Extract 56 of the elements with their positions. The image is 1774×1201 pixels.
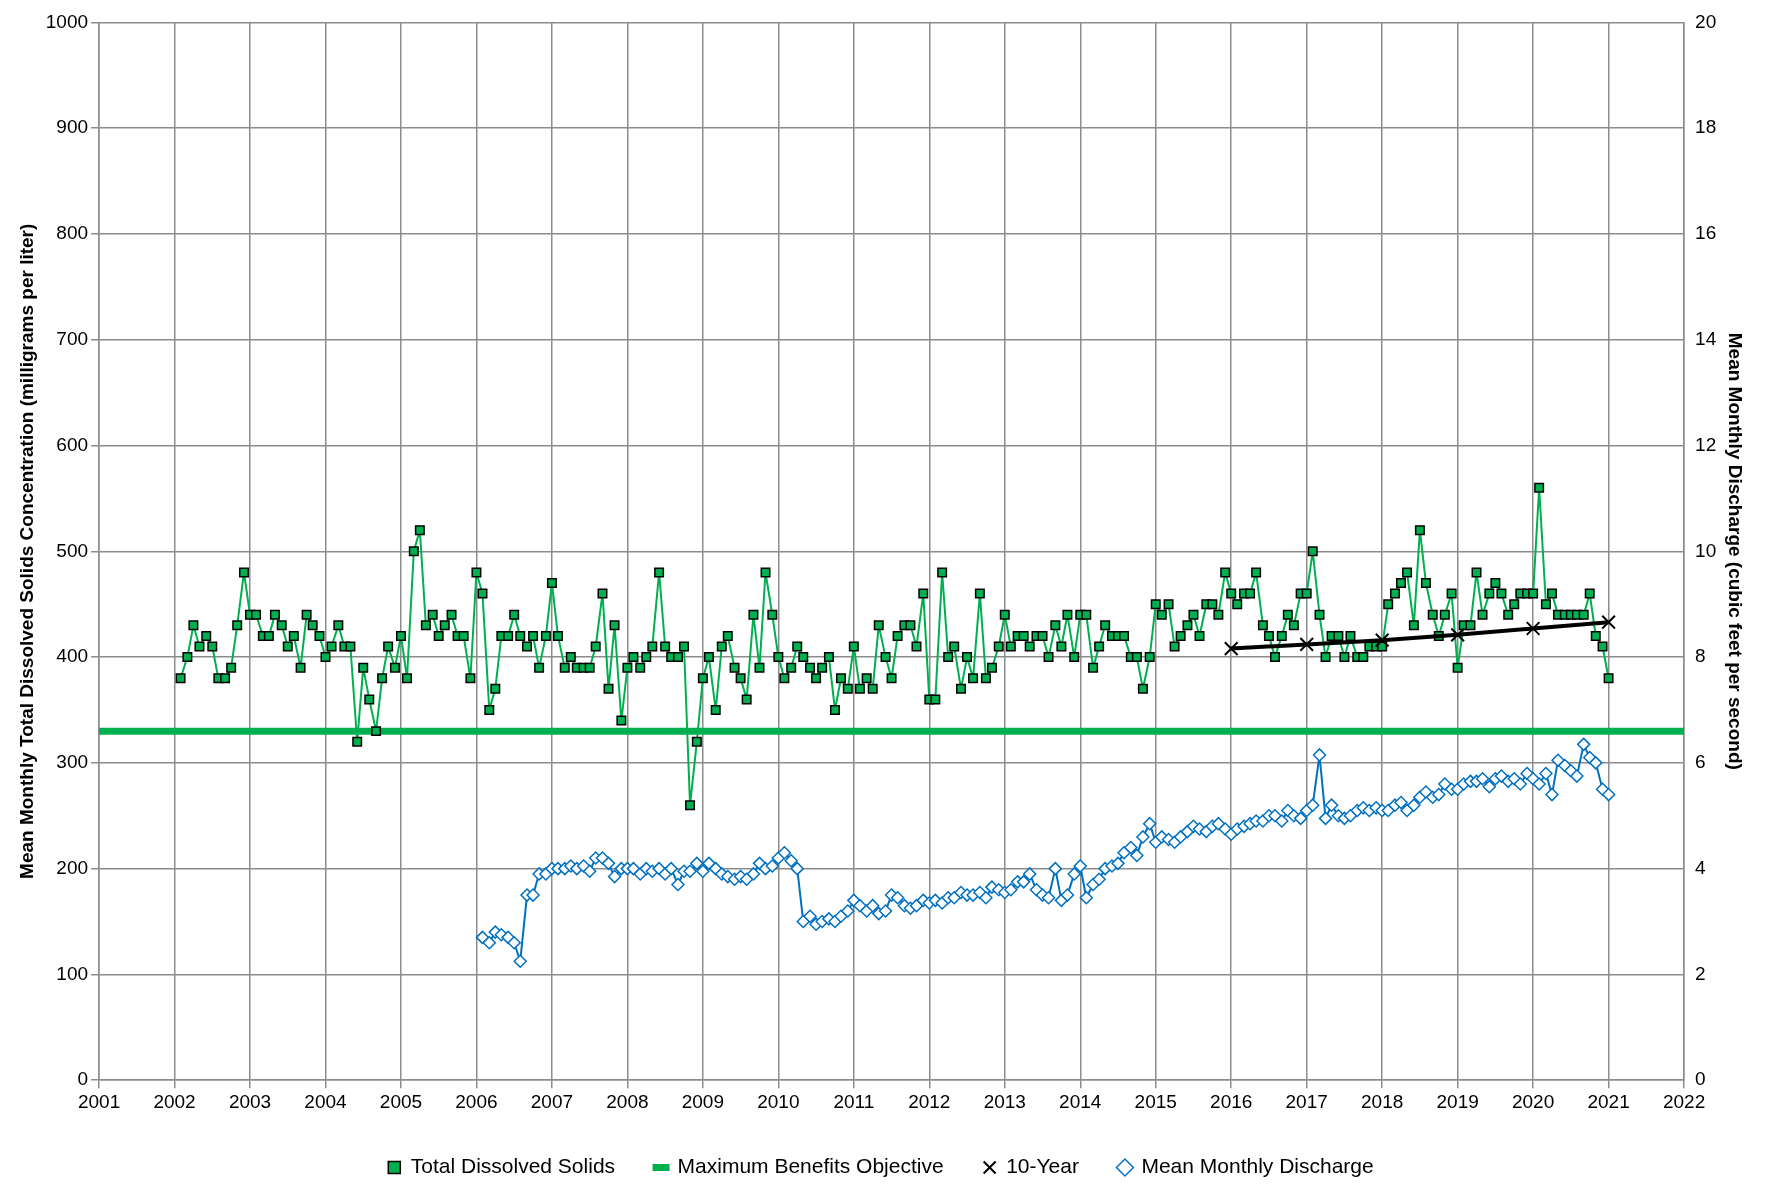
legend-label: Total Dissolved Solids [410,1154,616,1178]
x-tick-label: 2005 [379,1090,423,1112]
y-tick-label: 500 [56,539,89,561]
x-tick-label: 2013 [983,1090,1026,1112]
x-tick-label: 2015 [1134,1090,1177,1112]
x-tick-label: 2021 [1587,1090,1630,1112]
y2-tick-label: 20 [1695,10,1717,32]
y2-tick-label: 6 [1695,751,1706,773]
y2-tick-label: 2 [1695,962,1706,984]
x-tick-label: 2012 [908,1090,951,1112]
y2-tick-label: 16 [1695,222,1717,244]
y-tick-label: 0 [77,1068,89,1090]
x-tick-label: 2018 [1361,1090,1404,1112]
x-tick-label: 2014 [1059,1090,1102,1112]
x-tick-label: 2004 [304,1090,348,1112]
y2-tick-label: 8 [1695,645,1706,667]
x-tick-label: 2011 [833,1090,875,1112]
y2-tick-label: 14 [1695,327,1717,349]
legend-label: 10-Year [1006,1154,1079,1178]
x-tick-label: 2010 [757,1090,800,1112]
x-tick-label: 2002 [153,1090,196,1112]
y2-axis-title: Mean Monthly Discharge (cubic feet per second) [1725,332,1747,770]
x-tick-label: 2001 [77,1090,121,1112]
y-tick-label: 700 [56,327,89,349]
point [1601,614,1616,630]
y-tick-label: 400 [56,645,89,667]
point [1299,637,1315,652]
y2-tick-label: 12 [1695,433,1717,455]
y-tick-label: 800 [56,222,89,244]
point [1374,632,1390,648]
legend-label: Maximum Benefits Objective [677,1154,944,1178]
y2-tick-label: 0 [1695,1068,1706,1090]
legend-label: Mean Monthly Discharge [1141,1154,1374,1178]
point [1223,641,1239,656]
x-tick-label: 2003 [228,1090,272,1112]
y-axis-title: Mean Monthly Total Dissolved Solids Concentration (milligrams per liter) [15,223,37,879]
y-tick-label: 900 [56,116,89,138]
x-tick-label: 2009 [681,1090,725,1112]
x-tick-label: 2020 [1511,1090,1555,1112]
x-tick-label: 2006 [455,1090,498,1112]
y2-tick-label: 18 [1695,116,1717,138]
x-tick-label: 2017 [1285,1090,1328,1112]
x-tick-label: 2008 [606,1090,649,1112]
x-tick-label: 2016 [1210,1090,1253,1112]
x-tick-label: 2007 [530,1090,574,1112]
x-tick-label: 2019 [1436,1090,1479,1112]
x-tick-label: 2022 [1662,1090,1706,1112]
point [1450,627,1465,643]
y-tick-label: 100 [56,962,89,984]
y-tick-label: 600 [56,433,89,455]
point [1525,621,1541,636]
y2-tick-label: 10 [1695,539,1717,561]
y-tick-label: 200 [56,856,89,878]
y-tick-label: 300 [56,751,89,773]
y-tick-label: 1000 [45,10,89,32]
y2-tick-label: 4 [1695,856,1707,878]
